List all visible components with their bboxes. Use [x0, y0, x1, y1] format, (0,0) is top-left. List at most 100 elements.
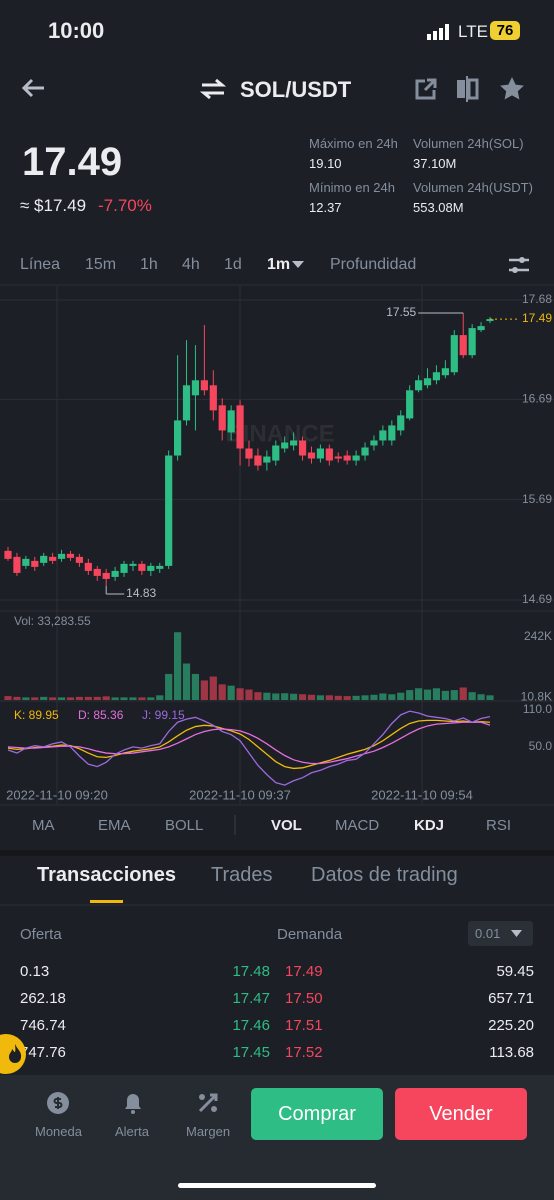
volume-bar [13, 696, 21, 700]
kdj-line [7, 710, 491, 786]
back-button[interactable] [20, 77, 46, 99]
indicator-tab[interactable]: MACD [335, 817, 380, 834]
tab[interactable]: Datos de trading [311, 864, 458, 886]
step-value: 0.01 [475, 926, 501, 941]
nav-label[interactable]: Moneda [35, 1124, 82, 1139]
tab[interactable]: Transacciones [37, 864, 176, 886]
low-label: 14.83 [126, 586, 156, 600]
candle-body [272, 445, 280, 461]
step-selector[interactable]: 0.01 [468, 921, 533, 946]
favorite-icon[interactable] [499, 76, 525, 102]
candle-body [147, 565, 155, 571]
candle-body [432, 372, 441, 381]
tab[interactable]: Trades [211, 864, 273, 886]
volume-bar [370, 694, 378, 700]
interval[interactable]: 15m [85, 256, 117, 273]
volume-bar [209, 676, 217, 700]
kdj-tick-label: 50.0 [529, 739, 553, 753]
sell-button[interactable]: Vender [395, 1088, 527, 1140]
volume-bar [138, 697, 146, 700]
candle-body [236, 405, 244, 449]
kdj-legend: J: 99.15 [142, 708, 185, 722]
ask-qty: 59.45 [496, 963, 534, 980]
share-icon[interactable] [414, 77, 438, 101]
margin-icon[interactable] [197, 1092, 219, 1114]
volume-bar [352, 695, 360, 700]
volume-bar [334, 695, 342, 700]
y-tick-label: 17.68 [522, 292, 552, 306]
volume-tick-label: 10.8K [521, 689, 552, 703]
volume-bar [147, 697, 155, 700]
candle-body [182, 385, 191, 421]
tab-indicator [90, 900, 123, 903]
volume-bar [40, 696, 48, 700]
settings-icon[interactable] [507, 254, 531, 276]
volume-bar [468, 692, 476, 700]
pair-title[interactable]: SOL/USDT [240, 77, 352, 102]
indicator-tab[interactable]: RSI [486, 817, 512, 834]
candle-body [307, 452, 316, 459]
candle-body [40, 555, 48, 563]
interval[interactable]: Profundidad [330, 256, 417, 273]
kdj-tick-label: 110.0 [523, 702, 552, 716]
volume-bar [450, 690, 458, 700]
candle-body [343, 455, 351, 461]
nav-label[interactable]: Margen [186, 1124, 231, 1139]
volume-bar [31, 697, 39, 700]
volume-bar [388, 694, 396, 700]
candle-body [13, 556, 21, 573]
candle-body [352, 455, 360, 461]
candle-body [361, 447, 369, 456]
x-tick-label: 2022-11-10 09:54 [371, 787, 473, 802]
indicator-tab[interactable]: KDJ [414, 817, 445, 834]
kdj-line [7, 719, 491, 770]
candle-body [218, 405, 226, 431]
volume-bar [281, 693, 289, 700]
interval[interactable]: Línea [20, 256, 61, 273]
dropdown-caret [292, 261, 304, 268]
bid-price: 17.48 [232, 963, 270, 980]
candle-body [129, 563, 137, 566]
stat-value: 37.10M [413, 156, 457, 171]
volume-bar [156, 695, 164, 700]
volume-tick-label: 242K [524, 629, 552, 643]
candle-body [450, 335, 458, 373]
nav-label[interactable]: Alerta [115, 1124, 149, 1139]
compare-icon[interactable] [455, 76, 479, 102]
bid-header: Oferta [20, 926, 62, 943]
candle-body [459, 335, 467, 356]
volume-bar [236, 688, 244, 700]
candle-body [423, 378, 432, 386]
candle-body [370, 440, 378, 446]
volume-bar [290, 693, 298, 700]
buy-button[interactable]: Comprar [251, 1088, 383, 1140]
bell-icon[interactable] [123, 1092, 143, 1114]
coin-icon[interactable] [47, 1092, 69, 1114]
volume-bar [432, 688, 441, 700]
battery: 76 [490, 21, 520, 40]
volume-bar [379, 693, 387, 700]
interval[interactable]: 1m [267, 256, 291, 273]
interval[interactable]: 4h [182, 256, 200, 273]
interval[interactable]: 1h [140, 256, 158, 273]
bid-qty: 0.13 [20, 963, 50, 980]
ask-price: 17.51 [285, 1017, 323, 1034]
volume-bar [272, 693, 280, 700]
indicator-tab[interactable]: MA [32, 817, 55, 834]
candle-body [397, 415, 405, 431]
price-change: -7.70% [98, 196, 152, 215]
volume-bar [397, 692, 405, 700]
x-tick-label: 2022-11-10 09:20 [6, 787, 108, 802]
indicator-tab[interactable]: BOLL [165, 817, 204, 834]
candle-body [227, 410, 235, 433]
kdj-legend: D: 85.36 [78, 708, 124, 722]
indicator-tab[interactable]: EMA [98, 817, 131, 834]
bid-qty: 262.18 [20, 990, 66, 1007]
indicator-tab[interactable]: VOL [271, 817, 302, 834]
candle-body [325, 448, 333, 461]
volume-bar [49, 697, 57, 700]
y-tick-label: 15.69 [522, 492, 552, 506]
interval[interactable]: 1d [224, 256, 242, 273]
swap-icon[interactable] [200, 78, 226, 100]
